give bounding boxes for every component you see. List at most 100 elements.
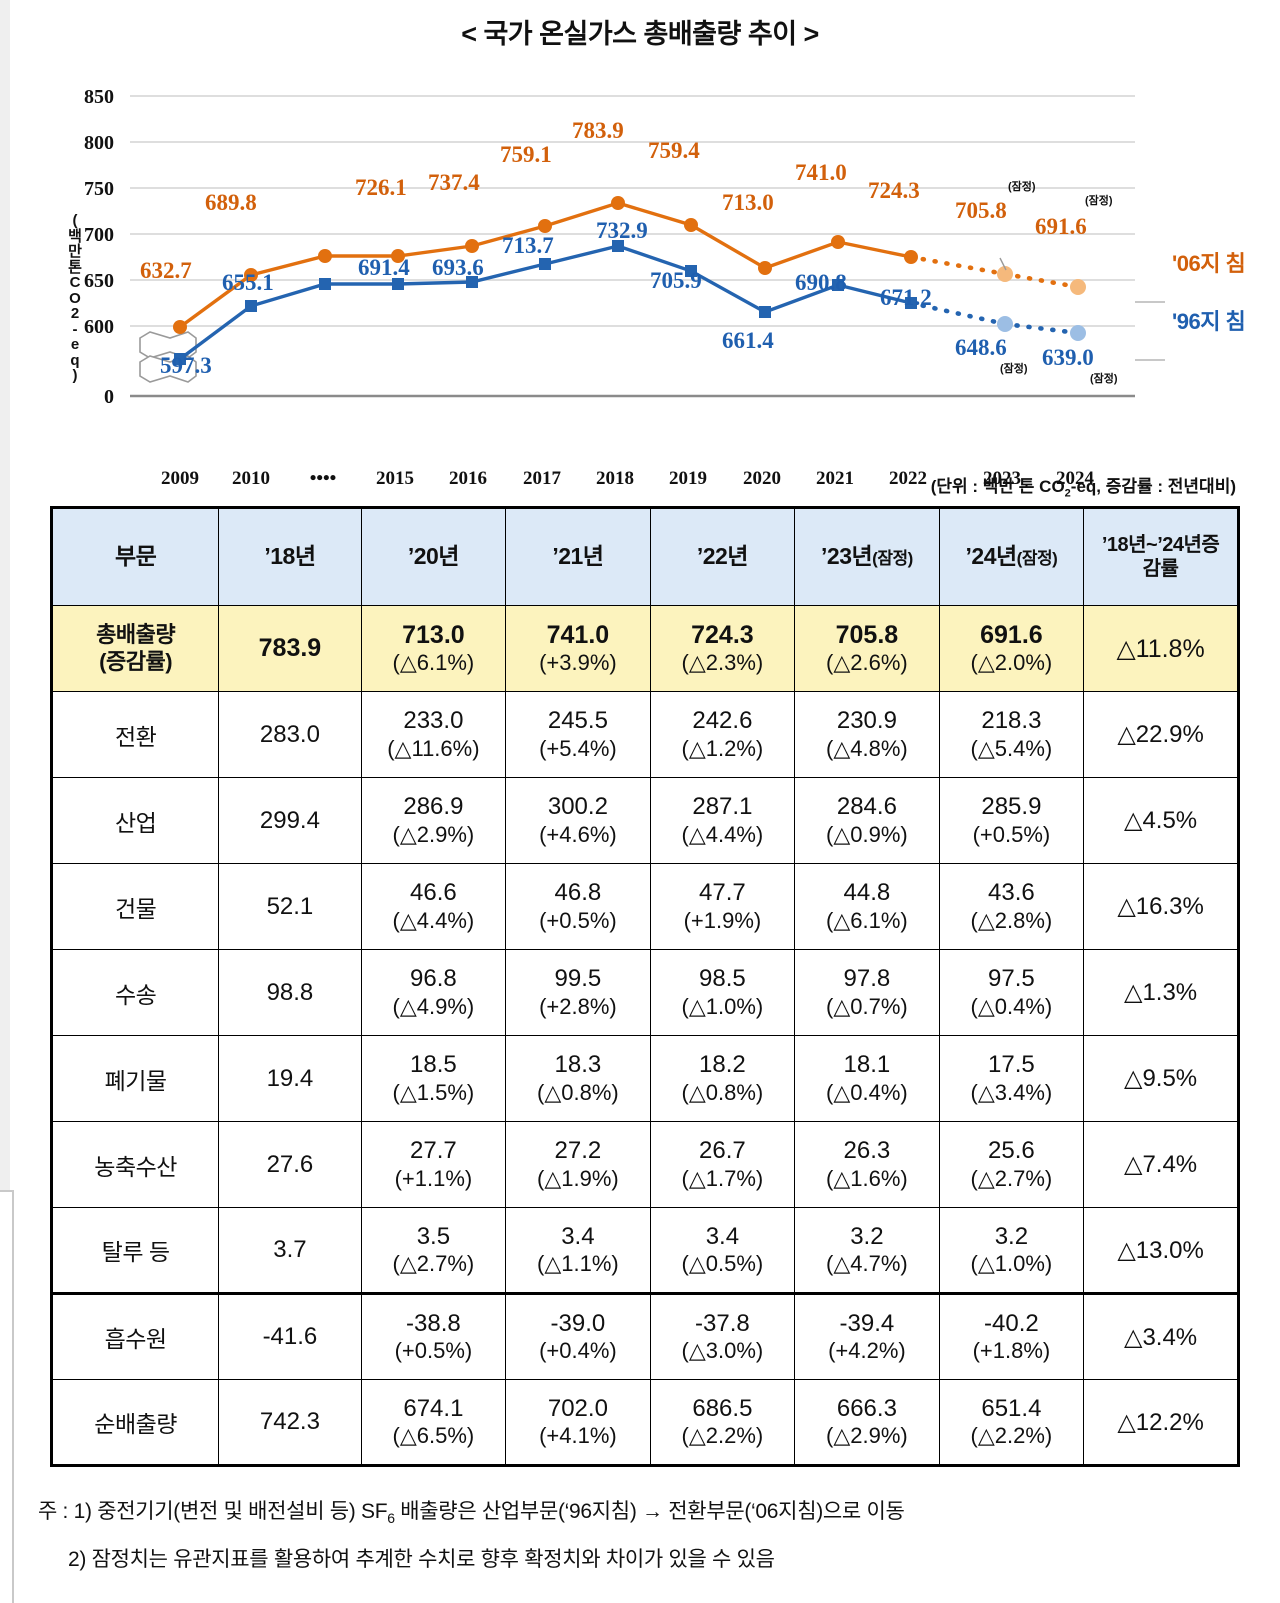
table-row-cell-2: 242.6 (△1.2%)	[649, 691, 796, 778]
table-row-cell-1-change: (+4.1%)	[539, 1423, 617, 1449]
table-row-cell-0-change: (+1.1%)	[394, 1165, 473, 1191]
table-row-cell-3-change: (△0.9%)	[826, 821, 908, 847]
table-row-total-change-rate: △11.8%	[1083, 605, 1239, 692]
y-tick-850: 850	[84, 86, 114, 108]
table-row-sector-label: 전환	[114, 723, 157, 750]
col-header-2021: ’21년	[505, 507, 651, 606]
x-tick-2019: 2019	[669, 468, 707, 489]
table-row-cell-1-value: 18.3	[554, 1051, 602, 1079]
table-row-cell-2: 18.2 (△0.8%)	[649, 1035, 796, 1122]
data-label-06-2023: 705.8	[955, 198, 1007, 223]
emissions-table-wrapper: 부문 ’18년 ’20년 ’21년 ’22년 ’23년(잠정	[50, 506, 1240, 1467]
x-tick-2015: 2015	[376, 468, 414, 489]
table-row-cell-0-value: 286.9	[403, 793, 464, 821]
data-label-96-2010: 655.1	[222, 270, 274, 295]
table-row-cell-4: 25.6 (△2.7%)	[938, 1121, 1085, 1208]
table-row-total-cell-2-change: (△2.3%)	[681, 650, 764, 676]
series-points-96-provisional	[997, 316, 1086, 341]
table-row-sector: 순배출량	[50, 1379, 220, 1466]
table-row-cell-0-change: (△2.9%)	[392, 821, 475, 847]
table-row-total-cell-4-change: (△2.0%)	[970, 650, 1053, 676]
footnote-1-subscript: 6	[387, 1510, 395, 1527]
table-row-change-rate: △16.3%	[1083, 863, 1239, 950]
table-row-total-cell-4-value: 691.6	[980, 620, 1043, 649]
footnote-1: 주 : 1) 중전기기(변전 및 배전설비 등) SF6 배출량은 산업부문(‘…	[38, 1498, 1248, 1528]
table-row-cell-1: 18.3 (△0.8%)	[505, 1035, 651, 1122]
table-row-cell-4-change: (△2.2%)	[970, 1423, 1053, 1449]
table-row: 건물 52.1 46.6 (△4.4%) 46.8 (+0.5%) 47.7 (+1.9%) 4…	[50, 863, 1239, 950]
table-row-cell-2-change: (△1.0%)	[681, 993, 764, 1019]
table-row-total-cell-3: 705.8 (△2.6%)	[794, 605, 940, 692]
table-row-cell-1-value: 46.8	[554, 879, 602, 907]
data-label-06-2019: 759.4	[648, 138, 700, 163]
table-row-sector: 폐기물	[50, 1035, 220, 1122]
table-row-cell-3-change: (△6.1%)	[826, 907, 908, 933]
table-row-cell-0-change: (△6.5%)	[392, 1423, 475, 1449]
table-row-cell-3-value: 18.1	[843, 1051, 891, 1079]
provisional-note-96-2023: (잠정)	[1000, 363, 1028, 375]
table-row-total-cell-3-change: (△2.6%)	[826, 650, 908, 676]
col-header-2020: ’20년	[360, 507, 507, 606]
table-row-cell-1-value: 99.5	[554, 965, 602, 993]
data-label-96-2020: 661.4	[722, 328, 774, 353]
col-header-2018-text: ’18년	[264, 543, 316, 570]
table-row-2018-value: 283.0	[259, 720, 320, 748]
table-row-total: 총배출량 (증감률) 783.9 713.0 (△6.1%) 741.0 (+3.9%) 72…	[50, 605, 1239, 692]
y-axis-label-char-3: 톤	[68, 258, 82, 276]
table-row-cell-1-value: 702.0	[547, 1394, 608, 1422]
table-row-cell-0-change: (△4.4%)	[392, 907, 475, 933]
table-row-cell-0-value: -38.8	[406, 1309, 461, 1337]
table-row-cell-4: 17.5 (△3.4%)	[938, 1035, 1085, 1122]
y-axis-label-char-8: e	[70, 336, 80, 353]
table-row-cell-2-value: 287.1	[692, 793, 753, 821]
table-row-total-cell-2: 724.3 (△2.3%)	[649, 605, 796, 692]
table-row-sector-label: 수송	[114, 981, 157, 1008]
series-points-96	[174, 240, 917, 365]
y-axis-label-char-4: C	[69, 274, 81, 291]
table-row-cell-3: 18.1 (△0.4%)	[794, 1035, 940, 1122]
table-row-total-cell-2-value: 724.3	[691, 620, 754, 649]
table-row-cell-1-change: (+2.8%)	[539, 993, 617, 1019]
unit-note-subscript: 2	[1064, 487, 1071, 500]
table-row-change-rate: △1.3%	[1083, 949, 1239, 1036]
table-row-sector: 탈루 등	[50, 1207, 220, 1294]
footnote-1-prefix: 주 : 1) 중전기기(변전 및 배전설비 등) SF	[38, 1500, 388, 1523]
table-row-cell-4-change: (△2.7%)	[970, 1165, 1053, 1191]
x-tick-2016: 2016	[449, 468, 487, 489]
table-row-cell-4: 285.9 (+0.5%)	[938, 777, 1085, 864]
table-row: 순배출량 742.3 674.1 (△6.5%) 702.0 (+4.1%) 686.5 (△…	[50, 1379, 1239, 1466]
page-title: < 국가 온실가스 총배출량 추이 >	[461, 19, 819, 49]
legend-label-06: '06지 침	[1172, 251, 1246, 276]
col-header-2022: ’22년	[649, 507, 796, 606]
data-label-06-2018: 783.9	[572, 118, 624, 143]
table-row-2018-value: 742.3	[259, 1408, 320, 1435]
table-row-cell-4: 218.3 (△5.4%)	[938, 691, 1085, 778]
leader-line-705-8	[999, 257, 1007, 271]
table-row-cell-3-change: (△2.9%)	[826, 1423, 908, 1449]
y-tick-700: 700	[84, 224, 114, 246]
table-row: 폐기물 19.4 18.5 (△1.5%) 18.3 (△0.8%) 18.2 (△0.8%)…	[50, 1035, 1239, 1122]
table-row-cell-4: 651.4 (△2.2%)	[938, 1379, 1085, 1466]
table-row-sector-label: 건물	[114, 895, 157, 922]
table-row-cell-4-change: (+0.5%)	[972, 821, 1051, 847]
table-row-cell-2-value: 3.4	[705, 1222, 740, 1250]
x-tick-gap: ••••	[309, 468, 337, 489]
data-label-06-2010: 689.8	[205, 190, 257, 215]
table-row-2018-value: -41.6	[262, 1323, 318, 1350]
table-row-cell-3-value: 26.3	[843, 1137, 891, 1165]
table-row-cell-2: 686.5 (△2.2%)	[649, 1379, 796, 1466]
table-row-change-rate: △3.4%	[1083, 1292, 1239, 1380]
table-row-sector-label: 농축수산	[94, 1153, 177, 1180]
table-row-cell-2-value: 98.5	[699, 965, 746, 993]
table-row-2018: 299.4	[218, 777, 362, 864]
table-row-total-sector-line1: 총배출량	[96, 622, 176, 648]
col-header-2024: ’24년(잠정)	[938, 507, 1085, 606]
table-row-2018-value: 27.6	[266, 1150, 314, 1178]
provisional-note-06-2024: (잠정)	[1085, 195, 1113, 207]
table-row-cell-0-change: (△2.7%)	[392, 1251, 475, 1277]
table-row-cell-3: 97.8 (△0.7%)	[794, 949, 940, 1036]
table-row-cell-2-value: 686.5	[692, 1394, 753, 1422]
table-row-cell-1-change: (+4.6%)	[539, 821, 617, 847]
table-row-cell-4-value: 17.5	[988, 1051, 1035, 1079]
unit-note-suffix: -eq, 증감률 : 전년대비)	[1070, 477, 1236, 496]
